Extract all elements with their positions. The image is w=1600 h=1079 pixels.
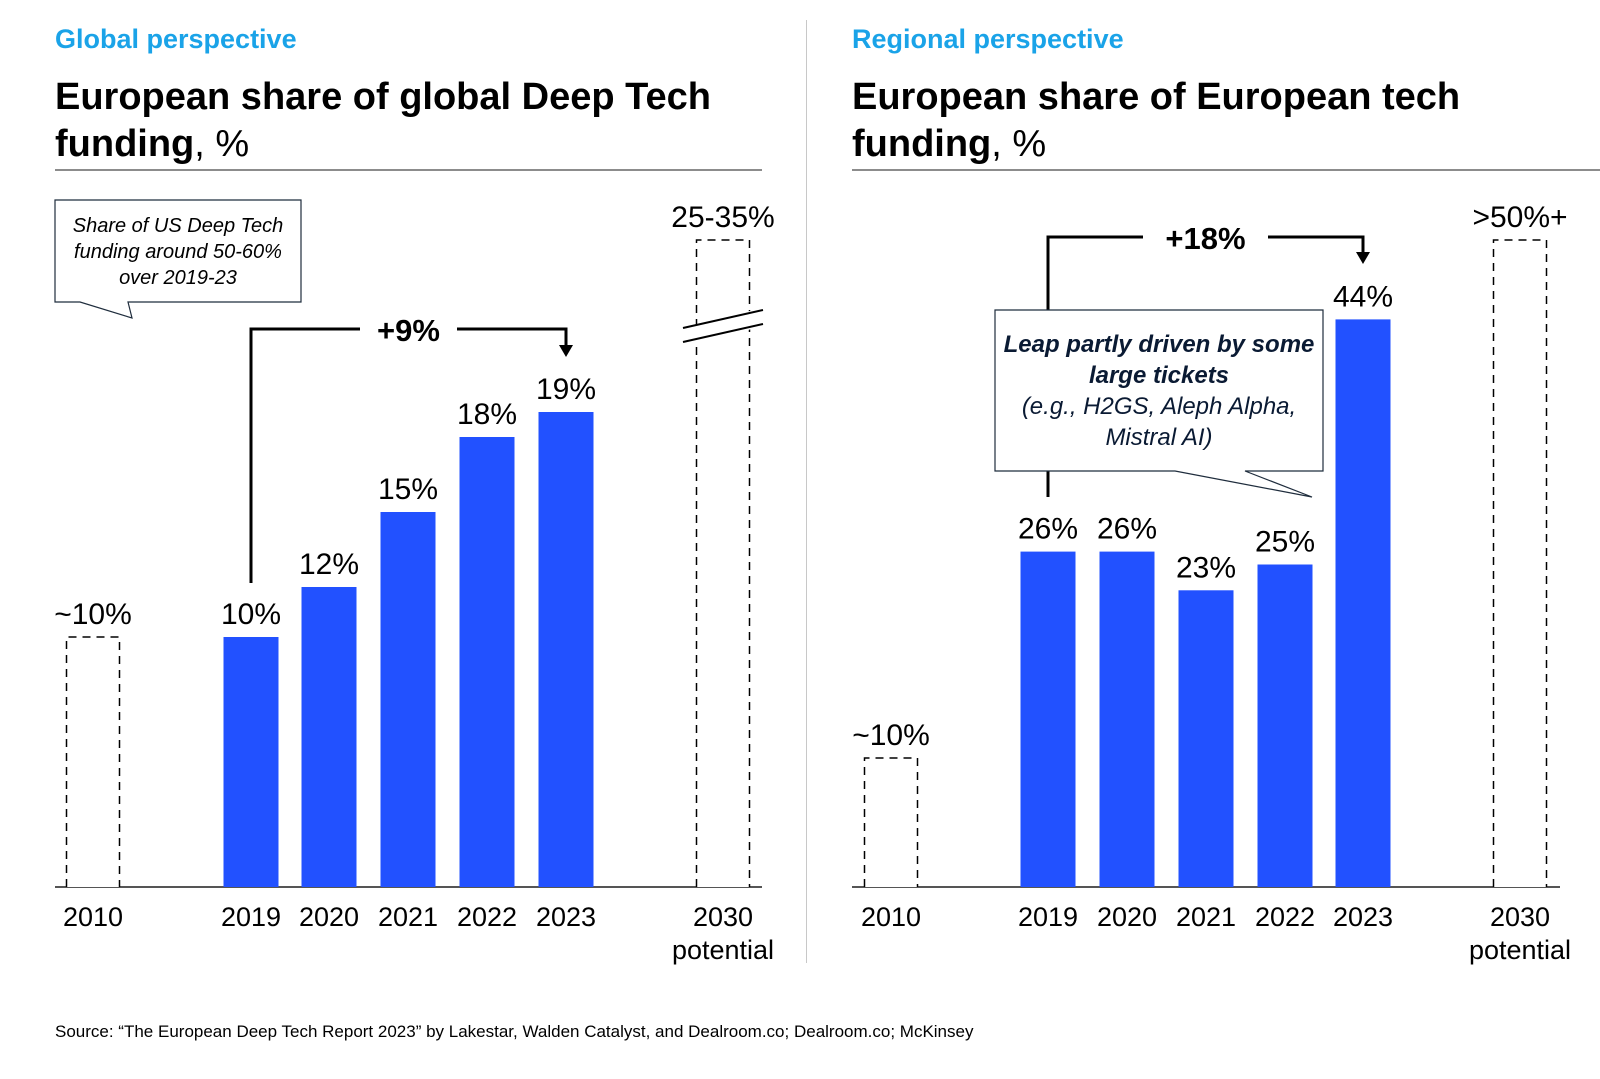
right-x-tick-label: potential — [1469, 935, 1571, 965]
right-arrow-down-icon — [1356, 252, 1370, 264]
left-value-label: 15% — [378, 473, 438, 506]
right-x-tick-label: 2030 — [1490, 902, 1550, 932]
left-x-tick-label: 2020 — [299, 902, 359, 932]
right-bar-2019 — [1020, 551, 1076, 887]
left-x-tick-label: potential — [672, 935, 774, 965]
left-title-text: European share of global Deep Tech fundi… — [55, 76, 711, 165]
left-arrow-down-icon — [559, 345, 573, 357]
panel-divider — [806, 20, 807, 963]
right-chart-title: European share of European tech funding,… — [852, 74, 1572, 168]
right-subtitle: Regional perspective — [852, 24, 1124, 54]
left-bar-2022 — [459, 437, 515, 887]
left-value-label: 12% — [299, 548, 359, 581]
left-x-tick-label: 2021 — [378, 902, 438, 932]
right-value-label: 44% — [1333, 280, 1393, 313]
left-title-unit: , % — [194, 123, 250, 165]
left-bar-2023 — [538, 412, 594, 887]
right-bar-2021 — [1178, 590, 1234, 887]
left-x-tick-label: 2023 — [536, 902, 596, 932]
right-value-label: >50%+ — [1472, 201, 1567, 234]
right-value-label: 23% — [1176, 551, 1236, 584]
left-chart-title: European share of global Deep Tech fundi… — [55, 74, 775, 168]
right-value-label: 26% — [1018, 513, 1078, 546]
right-bar-2010 — [863, 757, 919, 887]
left-value-label: 19% — [536, 373, 596, 406]
right-chart: ~10% 2010 26% 2019 26% 2020 23% 2021 25% 2022 44% 2… — [852, 201, 1571, 965]
right-value-label: 25% — [1255, 526, 1315, 559]
left-bar-2021 — [380, 512, 436, 887]
right-title-text: European share of European tech funding — [852, 76, 1461, 165]
right-bar-2030 potential — [1492, 239, 1548, 887]
right-bar-2023 — [1335, 319, 1391, 887]
right-bar-2020 — [1099, 551, 1155, 887]
left-chart: ~10% 2010 10% 2019 12% 2020 15% 2021 18% 2022 19% 2… — [54, 201, 774, 965]
left-x-tick-label: 2022 — [457, 902, 517, 932]
left-subtitle: Global perspective — [55, 24, 297, 54]
left-value-label: ~10% — [54, 598, 132, 631]
left-bar-2010 — [65, 636, 121, 887]
right-title-rule — [852, 169, 1600, 171]
left-value-label: 18% — [457, 398, 517, 431]
right-bar-2022 — [1257, 564, 1313, 887]
right-value-label: ~10% — [852, 719, 930, 752]
right-x-tick-label: 2021 — [1176, 902, 1236, 932]
left-x-tick-label: 2030 — [693, 902, 753, 932]
axis-break-line — [682, 323, 764, 343]
axis-break-gap — [680, 308, 766, 346]
left-x-tick-label: 2010 — [63, 902, 123, 932]
right-callout-text: Leap partly driven by some large tickets… — [1000, 329, 1318, 453]
right-x-tick-label: 2023 — [1333, 902, 1393, 932]
source-note: Source: “The European Deep Tech Report 2… — [55, 1022, 974, 1041]
left-callout-text: Share of US Deep Tech funding around 50-… — [72, 215, 284, 289]
left-value-label: 25-35% — [671, 201, 774, 234]
right-callout-italic: (e.g., H2GS, Aleph Alpha, Mistral AI) — [1021, 393, 1297, 451]
left-title-rule — [55, 169, 762, 171]
right-x-tick-label: 2022 — [1255, 902, 1315, 932]
right-x-tick-label: 2020 — [1097, 902, 1157, 932]
axis-break-line — [682, 309, 764, 329]
right-x-tick-label: 2010 — [861, 902, 921, 932]
right-value-label: 26% — [1097, 513, 1157, 546]
right-growth-label: +18% — [1165, 221, 1245, 256]
left-bar-2030 potential — [695, 239, 751, 887]
left-callout-box — [54, 199, 302, 319]
left-bar-2019 — [223, 637, 279, 887]
right-callout-box — [994, 309, 1324, 498]
left-growth-label: +9% — [377, 313, 440, 348]
right-callout-bold: Leap partly driven by some large tickets — [1003, 331, 1315, 389]
left-growth-bracket — [249, 327, 568, 583]
left-bar-2020 — [301, 587, 357, 887]
left-value-label: 10% — [221, 598, 281, 631]
right-x-tick-label: 2019 — [1018, 902, 1078, 932]
right-title-unit: , % — [991, 123, 1047, 165]
left-x-tick-label: 2019 — [221, 902, 281, 932]
